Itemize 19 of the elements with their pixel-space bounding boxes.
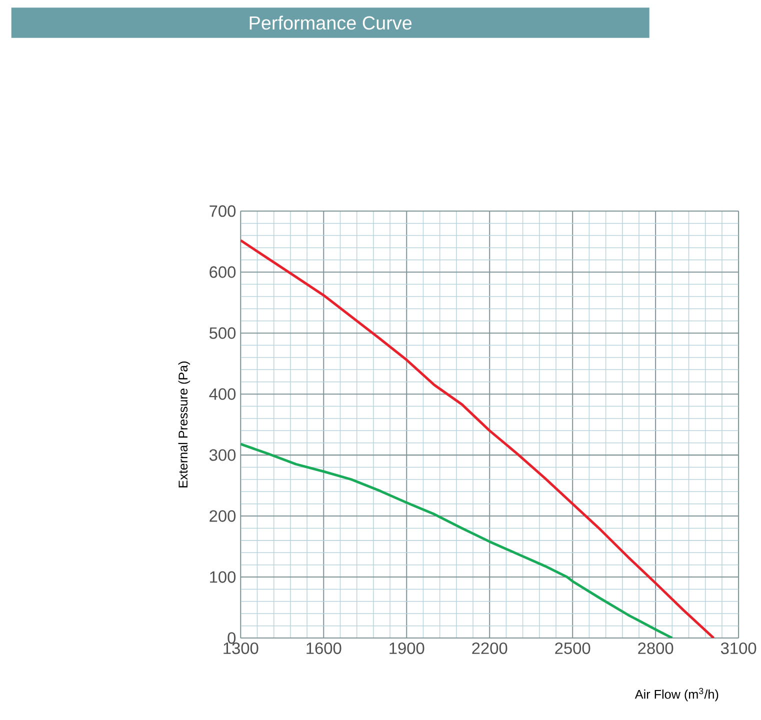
x-tick-label: 2800 — [638, 642, 674, 654]
y-tick-label: 500 — [209, 327, 236, 339]
x-axis-title: Air Flow (m$^{3}$/h) — [634, 688, 718, 702]
x-tick-label: 3100 — [720, 642, 756, 654]
line-series — [240, 442, 674, 638]
x-tick-label: 2500 — [555, 642, 590, 654]
y-tick-label: 400 — [209, 388, 236, 400]
y-tick-label: 200 — [210, 510, 236, 522]
y-tick-label: 0 — [228, 632, 236, 644]
x-tick-label: 2200 — [472, 642, 508, 654]
chart-title: Performance Curve — [250, 16, 412, 30]
y-tick-label: 700 — [210, 205, 236, 217]
x-tick-label: 1600 — [306, 642, 342, 654]
x-tick-label: 1900 — [390, 642, 424, 654]
y-tick-label: 300 — [209, 449, 236, 461]
y-tick-label: 600 — [210, 266, 236, 278]
y-tick-label: 100 — [210, 571, 236, 583]
x-tick-label: 1300 — [224, 642, 258, 654]
y-axis-title: External Pressure (Pa) — [178, 361, 190, 488]
